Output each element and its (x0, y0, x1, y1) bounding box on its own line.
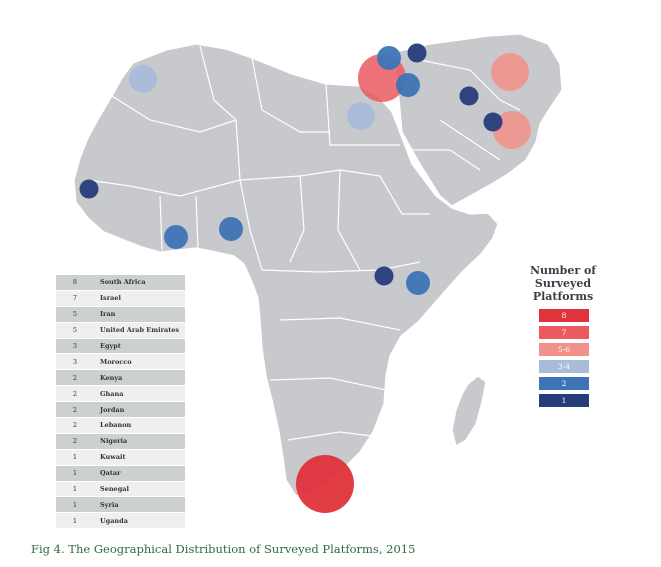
figure-caption: Fig 4. The Geographical Distribution of … (31, 542, 416, 556)
marker-kenya (406, 271, 430, 295)
row-count: 1 (56, 512, 94, 529)
table-row: 1 Senegal (56, 480, 185, 497)
row-count: 2 (56, 369, 94, 386)
row-count: 8 (56, 274, 94, 291)
row-count: 2 (56, 417, 94, 434)
row-country: Egypt (94, 337, 185, 354)
row-count: 2 (56, 401, 94, 418)
legend-item: 8 (539, 309, 589, 322)
table-row: 2 Ghana (56, 385, 185, 402)
row-count: 5 (56, 321, 94, 339)
row-count: 2 (56, 432, 94, 450)
row-count: 1 (56, 480, 94, 497)
row-country: Ghana (94, 385, 185, 402)
table-row: 5 Iran (56, 305, 185, 323)
table-row: 1 Qatar (56, 464, 185, 482)
row-country: United Arab Emirates (94, 321, 185, 339)
table-row: 2 Nigeria (56, 432, 185, 450)
row-count: 1 (56, 448, 94, 466)
row-country: South Africa (94, 274, 185, 291)
marker-uganda (374, 266, 394, 286)
madagascar (451, 375, 487, 447)
marker-south-africa (296, 455, 354, 513)
row-count: 5 (56, 305, 94, 323)
row-count: 1 (56, 464, 94, 482)
legend-item: 3-4 (539, 360, 589, 373)
row-country: Syria (94, 496, 185, 513)
country-borders (87, 45, 521, 441)
row-country: Jordan (94, 401, 185, 418)
platform-markers (79, 43, 531, 513)
row-country: Kenya (94, 369, 185, 386)
table-row: 8 South Africa (56, 274, 185, 291)
legend-item: 2 (539, 377, 589, 390)
legend-item: 5-6 (539, 343, 589, 356)
row-country: Israel (94, 289, 185, 307)
table-body: 8 South Africa 7 Israel 5 Iran 5 United Arab Em… (56, 274, 185, 529)
marker-morocco (129, 65, 157, 93)
row-country: Iran (94, 305, 185, 323)
table-row: 2 Jordan (56, 401, 185, 418)
row-country: Uganda (94, 512, 185, 529)
marker-nigeria (219, 217, 243, 241)
row-count: 1 (56, 496, 94, 513)
table-row: 7 Israel (56, 289, 185, 307)
marker-lebanon (377, 46, 401, 70)
platform-count-table: 8 South Africa 7 Israel 5 Iran 5 United Arab Em… (56, 274, 185, 529)
table-row: 1 Syria (56, 496, 185, 513)
marker-senegal (79, 179, 99, 199)
legend-item: 7 (539, 326, 589, 339)
row-country: Senegal (94, 480, 185, 497)
row-country: Nigeria (94, 432, 185, 450)
table-row: 3 Egypt (56, 337, 185, 354)
legend-title: Number of Surveyed Platforms (529, 264, 597, 303)
table-row: 5 United Arab Emirates (56, 321, 185, 339)
row-country: Morocco (94, 353, 185, 370)
table-row: 1 Kuwait (56, 448, 185, 466)
marker-jordan (396, 73, 420, 97)
legend-items: 8 7 5-6 3-4 2 1 (503, 309, 623, 407)
marker-syria (407, 43, 427, 63)
row-count: 7 (56, 289, 94, 307)
marker-egypt (347, 102, 375, 130)
table-row: 2 Kenya (56, 369, 185, 386)
row-country: Qatar (94, 464, 185, 482)
marker-united-arab-emirates (493, 111, 531, 149)
table-row: 1 Uganda (56, 512, 185, 529)
marker-ghana (164, 225, 188, 249)
row-country: Lebanon (94, 417, 185, 434)
table-row: 2 Lebanon (56, 417, 185, 434)
marker-qatar (483, 112, 503, 132)
marker-kuwait (459, 86, 479, 106)
row-country: Kuwait (94, 448, 185, 466)
table-row: 3 Morocco (56, 353, 185, 370)
row-count: 2 (56, 385, 94, 402)
marker-iran (491, 53, 529, 91)
row-count: 3 (56, 337, 94, 354)
legend: Number of Surveyed Platforms 8 7 5-6 3-4 2 1 (503, 264, 623, 407)
legend-item: 1 (539, 394, 589, 407)
row-count: 3 (56, 353, 94, 370)
